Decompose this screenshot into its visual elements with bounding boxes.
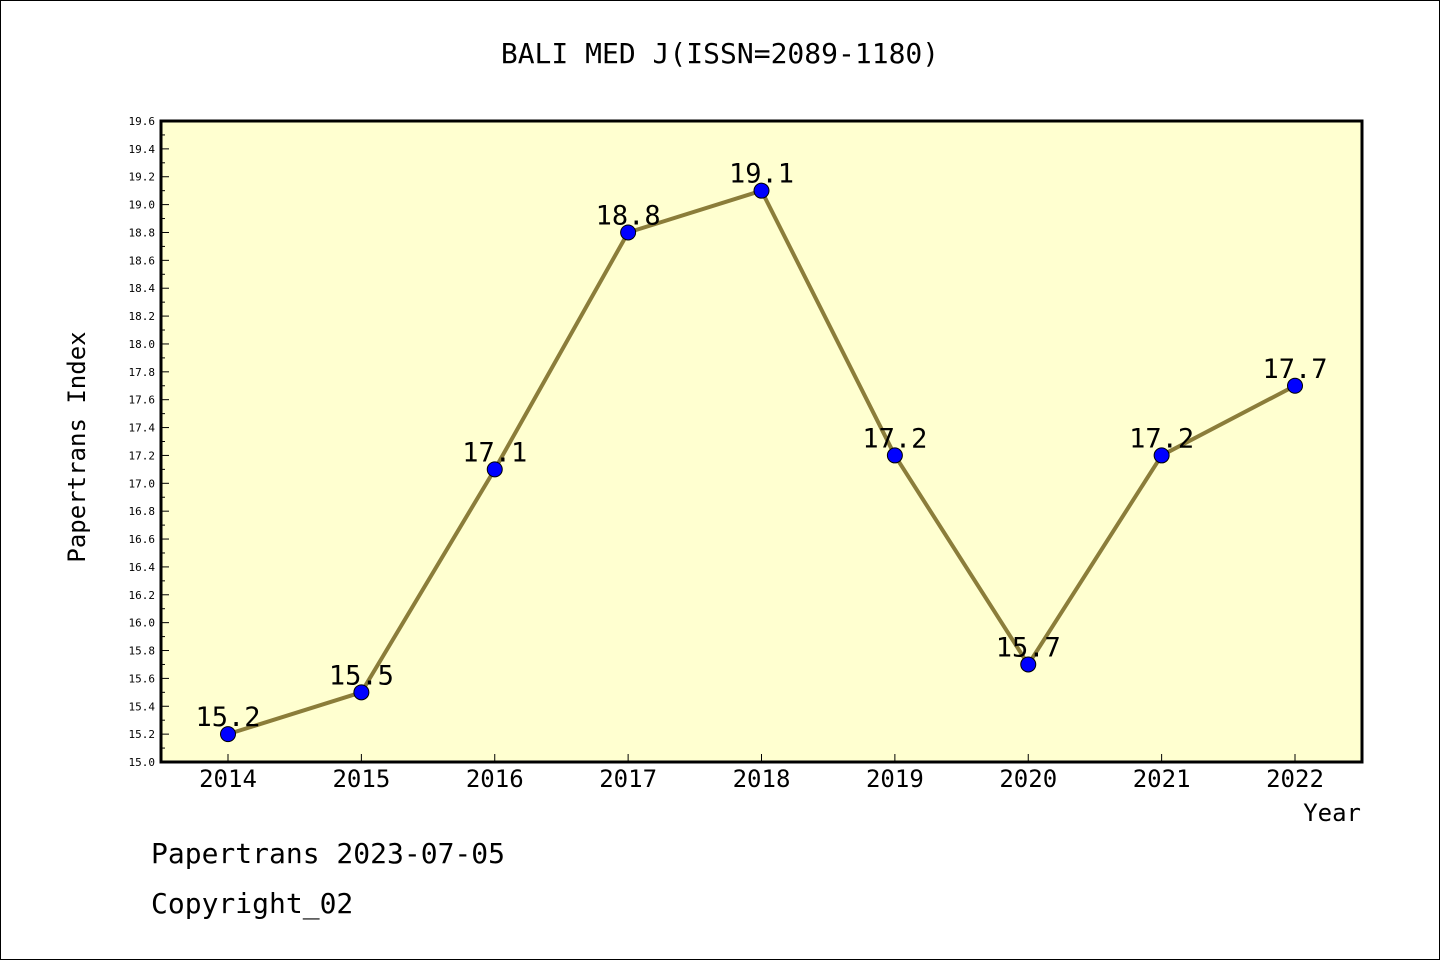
- y-tick-label: 17.2: [129, 449, 156, 462]
- data-value-label: 15.7: [996, 632, 1061, 663]
- footer-date: Papertrans 2023-07-05: [151, 837, 506, 870]
- y-tick-label: 16.2: [129, 589, 156, 602]
- y-tick-label: 15.2: [129, 728, 156, 741]
- data-point-marker: [1153, 447, 1170, 464]
- x-tick-label: 2022: [1266, 765, 1324, 793]
- y-tick-label: 17.4: [129, 422, 156, 435]
- footer-copyright: Copyright_02: [151, 887, 354, 920]
- x-tick-label: 2018: [733, 765, 791, 793]
- data-value-label: 15.5: [329, 660, 394, 691]
- y-tick-label: 16.8: [129, 505, 156, 518]
- x-axis-ticks: 2014 2015 2016 2017 2018 2019 2020 2021 2022: [199, 754, 1324, 793]
- data-point-marker: [220, 726, 236, 743]
- chart-title: BALI MED J(ISSN=2089-1180): [500, 37, 940, 70]
- data-point-marker: [486, 461, 503, 478]
- y-tick-label: 16.0: [129, 617, 156, 630]
- data-points: [220, 182, 1303, 743]
- y-tick-label: 15.8: [129, 645, 156, 658]
- data-point-marker: [620, 224, 637, 241]
- data-point-marker: [1020, 656, 1037, 673]
- x-tick-label: 2014: [199, 765, 257, 793]
- x-tick-label: 2017: [599, 765, 657, 793]
- y-tick-label: 17.8: [129, 366, 156, 379]
- y-tick-label: 16.4: [129, 561, 156, 574]
- y-tick-label: 18.4: [129, 282, 156, 295]
- data-point-marker: [753, 182, 770, 199]
- x-tick-label: 2021: [1133, 765, 1191, 793]
- y-tick-label: 19.6: [129, 115, 156, 128]
- y-tick-label: 15.0: [129, 756, 156, 769]
- x-tick-label: 2015: [332, 765, 390, 793]
- y-tick-label: 18.0: [129, 338, 156, 351]
- x-tick-label: 2019: [866, 765, 924, 793]
- y-axis-label: Papertrans Index: [63, 331, 91, 562]
- data-labels: 15.2 15.5 17.1 18.8 19.1 17.2 15.7 17.2 17.7: [195, 159, 1327, 733]
- data-value-label: 15.2: [195, 702, 260, 733]
- data-value-label: 17.2: [1129, 423, 1194, 454]
- data-value-label: 19.1: [729, 159, 794, 190]
- x-tick-label: 2016: [466, 765, 524, 793]
- y-tick-label: 17.0: [129, 477, 156, 490]
- y-tick-label: 19.2: [129, 171, 156, 184]
- y-tick-label: 19.0: [129, 199, 156, 212]
- data-point-marker: [886, 447, 903, 464]
- plot-area: [159, 119, 1364, 764]
- data-value-label: 18.8: [596, 200, 661, 231]
- x-tick-label: 2020: [999, 765, 1057, 793]
- data-value-label: 17.1: [462, 437, 527, 468]
- data-value-label: 17.7: [1262, 354, 1327, 385]
- y-tick-label: 17.6: [129, 394, 156, 407]
- data-point-marker: [353, 684, 370, 701]
- y-tick-label: 15.4: [129, 700, 156, 713]
- y-tick-label: 15.6: [129, 672, 156, 685]
- x-axis-label: Year: [1303, 799, 1361, 827]
- y-tick-label: 19.4: [129, 143, 156, 156]
- y-axis-ticks: 15.0 15.2 15.4 15.6 15.8 16.0 16.2 16.4 16.6 16.8…: [129, 115, 169, 769]
- y-tick-label: 16.6: [129, 533, 156, 546]
- y-tick-label: 18.2: [129, 310, 156, 323]
- data-value-label: 17.2: [862, 423, 927, 454]
- data-point-marker: [1287, 377, 1303, 394]
- y-tick-label: 18.8: [129, 226, 156, 239]
- y-tick-label: 18.6: [129, 254, 156, 267]
